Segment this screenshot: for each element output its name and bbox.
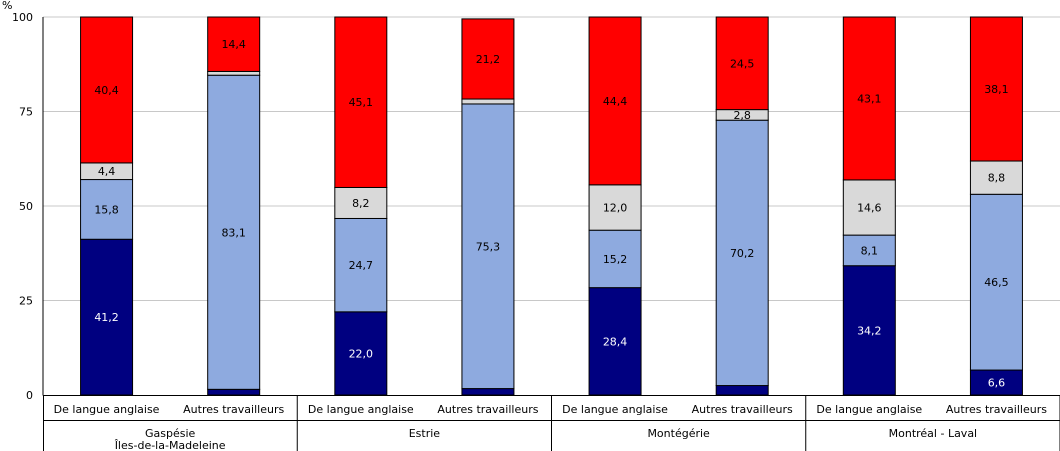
x-tick-label: De langue anglaise — [308, 403, 414, 416]
data-label: 8,8 — [988, 172, 1006, 185]
data-label: 15,2 — [603, 253, 628, 266]
y-tick-label: 75 — [19, 106, 33, 119]
bar-segment — [80, 16, 134, 164]
data-label: 34,2 — [857, 324, 882, 337]
bar-segment — [207, 16, 261, 72]
group-label: Montégérie — [647, 427, 710, 440]
x-tick-label: De langue anglaise — [816, 403, 922, 416]
data-label: 43,1 — [857, 92, 882, 105]
bar-segment — [842, 265, 896, 396]
bar-segment — [588, 287, 642, 396]
data-label: 41,2 — [94, 311, 119, 324]
x-tick-label: Autres travailleurs — [692, 403, 793, 416]
y-tick-label: 100 — [12, 11, 33, 24]
data-label: 2,8 — [733, 109, 751, 122]
bar-segment — [588, 229, 642, 289]
bar-segment — [207, 74, 261, 390]
data-label: 46,5 — [984, 276, 1009, 289]
bar-segment — [715, 16, 769, 111]
bar-segment — [334, 186, 388, 219]
bar-segment — [207, 70, 261, 76]
bar-segment — [715, 119, 769, 387]
y-tick-label: 0 — [26, 389, 33, 402]
bar-segment — [461, 388, 515, 396]
data-label: 83,1 — [221, 226, 246, 239]
bar-segment — [842, 16, 896, 181]
data-label: 14,6 — [857, 202, 882, 215]
x-tick-label: Autres travailleurs — [183, 403, 284, 416]
group-label: Îles-de-la-Madeleine — [114, 439, 226, 451]
data-label: 45,1 — [349, 96, 374, 109]
data-label: 28,4 — [603, 335, 628, 348]
bar-segment — [207, 388, 261, 396]
bar-segment — [842, 234, 896, 267]
data-label: 21,2 — [476, 53, 501, 66]
data-label: 44,4 — [603, 95, 628, 108]
group-label: Gaspésie — [145, 427, 196, 440]
bar-segment — [461, 103, 515, 390]
x-tick-label: De langue anglaise — [54, 403, 160, 416]
data-label: 70,2 — [730, 247, 755, 260]
x-tick-label: Autres travailleurs — [437, 403, 538, 416]
bar-segment — [461, 98, 515, 105]
data-label: 24,5 — [730, 57, 755, 70]
x-tick-label: De langue anglaise — [562, 403, 668, 416]
y-tick-label: 25 — [19, 295, 33, 308]
y-unit-label: % — [2, 0, 12, 12]
data-label: 8,2 — [352, 197, 370, 210]
bar-segment — [80, 179, 134, 240]
data-label: 4,4 — [98, 165, 116, 178]
data-label: 24,7 — [349, 259, 374, 272]
bar-segment — [80, 238, 134, 396]
group-label: Estrie — [409, 427, 441, 440]
bar-segment — [969, 160, 1023, 195]
data-label: 8,1 — [861, 244, 879, 257]
data-label: 38,1 — [984, 83, 1009, 96]
bar-segment — [588, 16, 642, 186]
bar-segment — [969, 16, 1023, 162]
bar-segment — [461, 18, 515, 100]
y-tick-label: 50 — [19, 200, 33, 213]
data-label: 40,4 — [94, 84, 119, 97]
bar-segment — [969, 369, 1023, 396]
data-label: 22,0 — [349, 347, 374, 360]
bar-segment — [334, 217, 388, 313]
bar-segment — [969, 193, 1023, 371]
data-label: 75,3 — [476, 240, 501, 253]
bar-segment — [715, 385, 769, 396]
data-label: 12,0 — [603, 202, 628, 215]
bar-segment — [588, 184, 642, 231]
bar-segment — [334, 16, 388, 188]
x-tick-label: Autres travailleurs — [946, 403, 1047, 416]
bar-segment — [334, 311, 388, 396]
data-label: 15,8 — [94, 203, 119, 216]
data-label: 14,4 — [221, 38, 246, 51]
data-label: 6,6 — [988, 377, 1006, 390]
group-label: Montréal - Laval — [889, 427, 978, 440]
